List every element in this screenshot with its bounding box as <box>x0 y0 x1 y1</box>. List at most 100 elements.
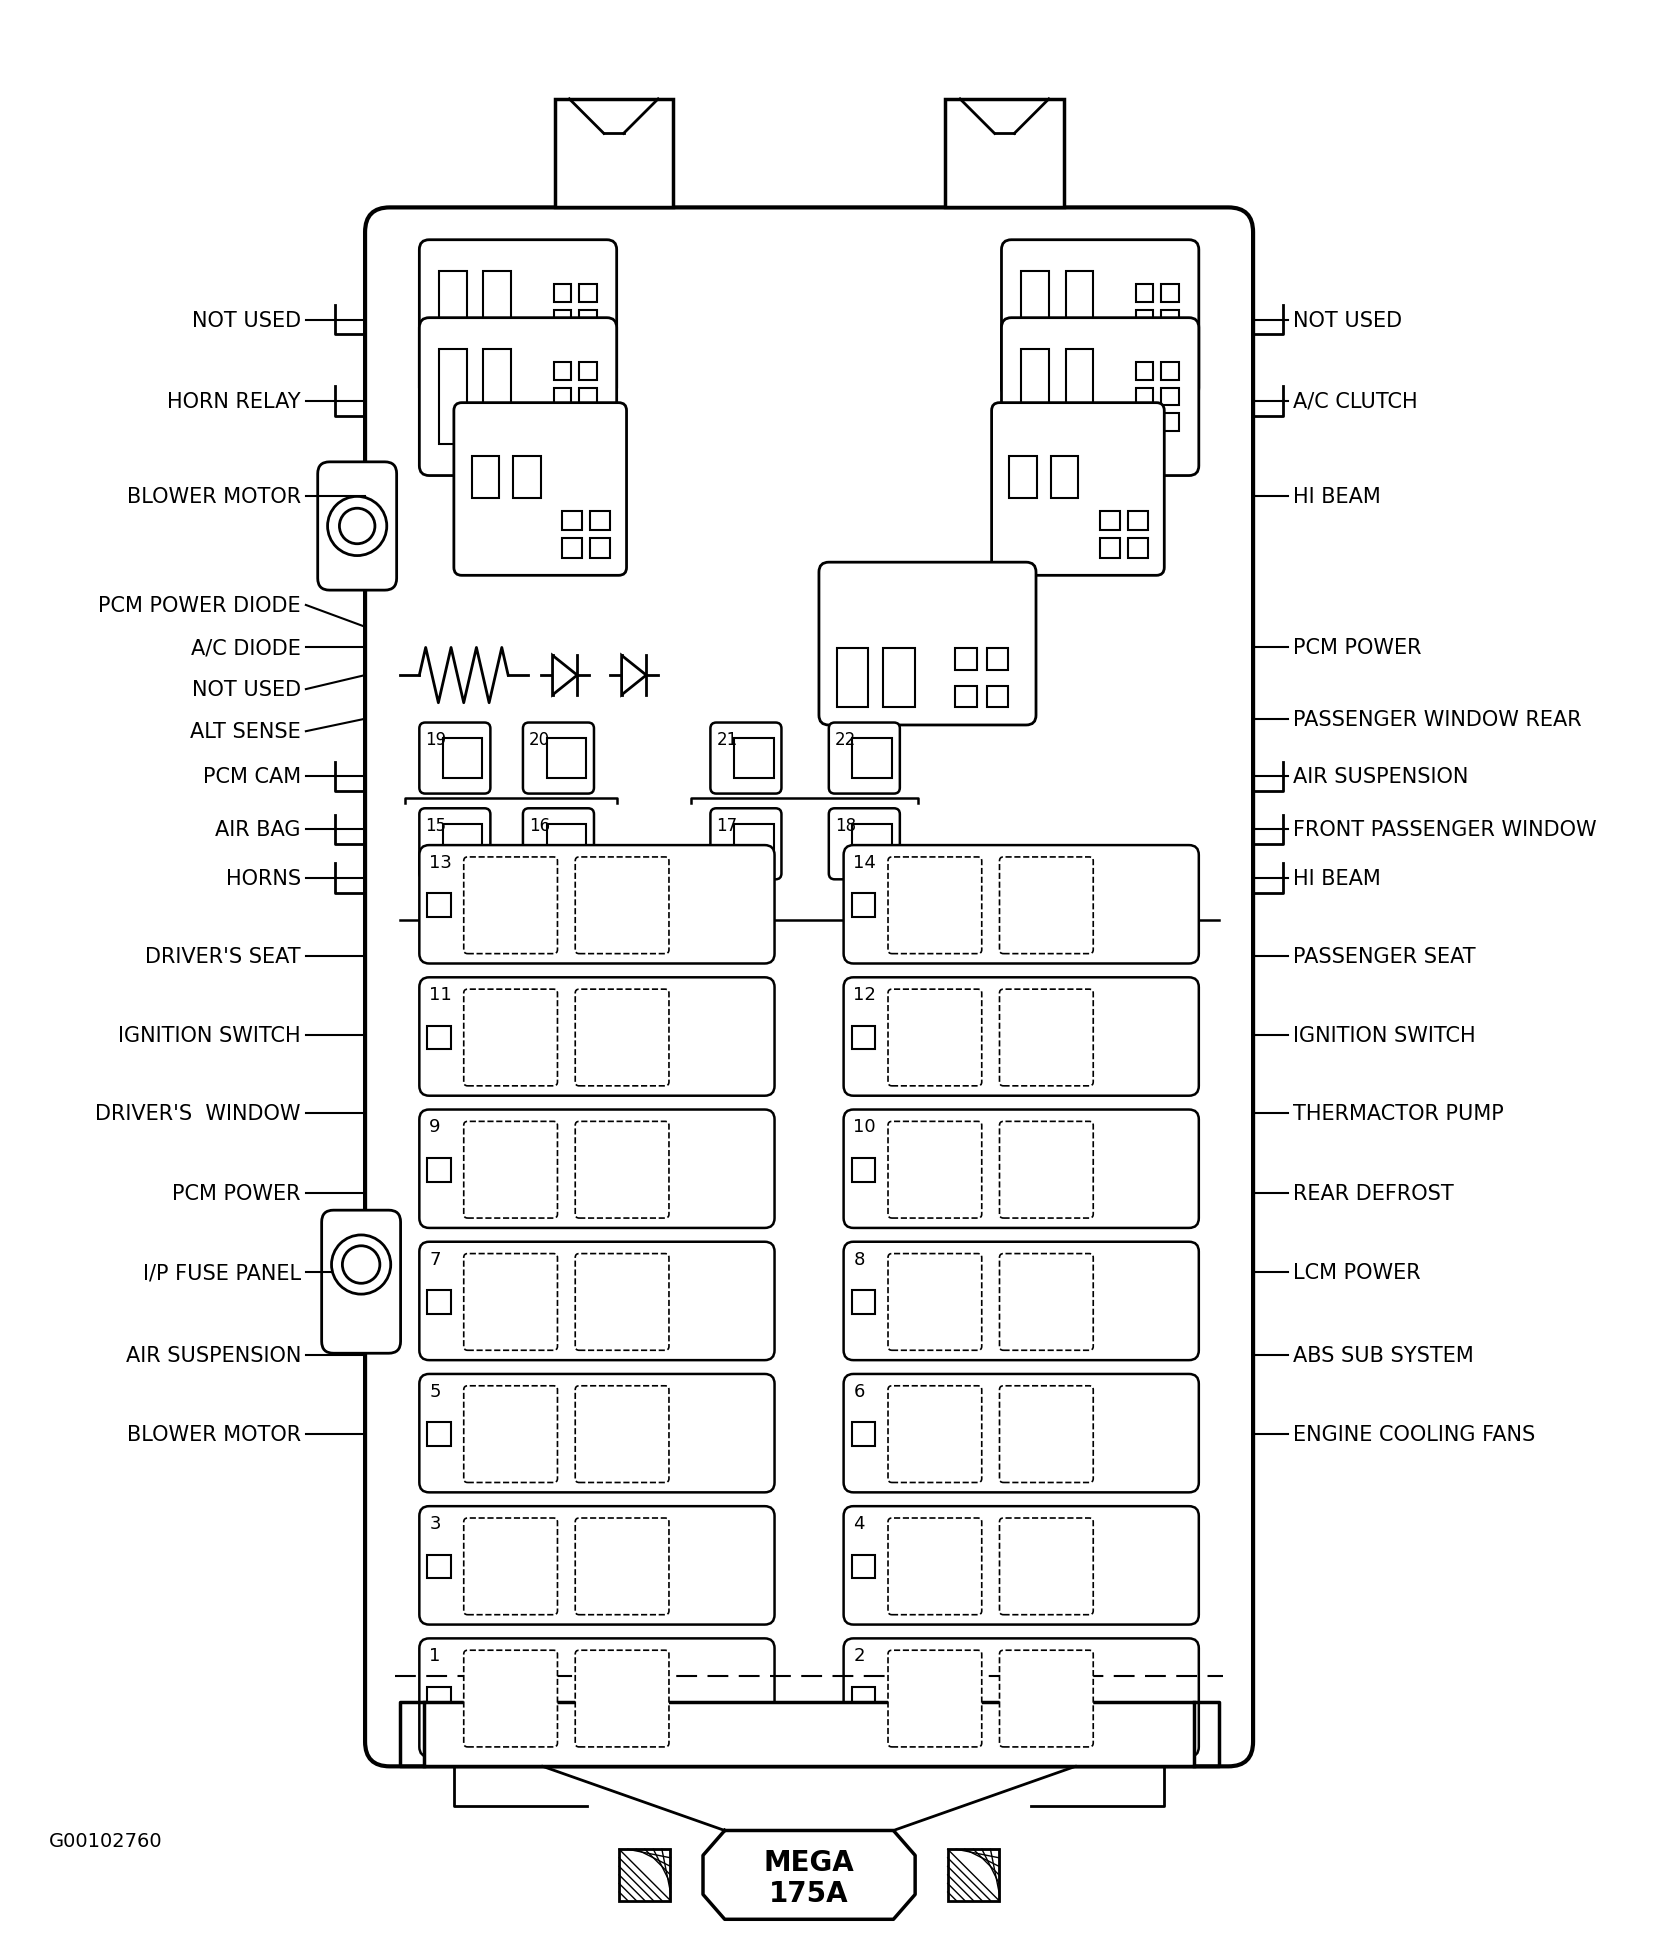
Bar <box>424 1705 1194 1722</box>
Bar <box>579 337 596 354</box>
Text: AIR SUSPENSION: AIR SUSPENSION <box>125 1344 301 1366</box>
FancyBboxPatch shape <box>454 403 626 575</box>
FancyBboxPatch shape <box>1000 990 1094 1086</box>
FancyBboxPatch shape <box>710 724 782 795</box>
Bar <box>1136 415 1154 432</box>
Text: ALT SENSE: ALT SENSE <box>190 722 301 742</box>
Bar <box>1022 272 1049 366</box>
Bar <box>1161 389 1179 407</box>
Bar <box>852 1554 875 1579</box>
FancyBboxPatch shape <box>1000 1650 1094 1748</box>
Bar <box>439 272 466 366</box>
Bar <box>546 824 586 865</box>
Bar <box>1136 337 1154 354</box>
Bar <box>443 824 483 865</box>
FancyBboxPatch shape <box>464 990 558 1086</box>
Text: REAR DEFROST: REAR DEFROST <box>1293 1184 1453 1204</box>
Bar <box>553 337 571 354</box>
Bar <box>852 1025 875 1049</box>
FancyBboxPatch shape <box>1000 1254 1094 1350</box>
Bar <box>428 1554 451 1579</box>
FancyBboxPatch shape <box>843 845 1199 965</box>
Bar <box>428 1423 451 1446</box>
Bar <box>1136 362 1154 382</box>
Bar <box>579 389 596 407</box>
Bar <box>735 740 773 779</box>
Circle shape <box>342 1247 379 1284</box>
Text: NOT USED: NOT USED <box>1293 311 1401 331</box>
Bar <box>1101 538 1121 560</box>
FancyBboxPatch shape <box>574 1650 670 1748</box>
Bar <box>553 311 571 329</box>
FancyBboxPatch shape <box>464 1121 558 1219</box>
Bar <box>553 362 571 382</box>
Text: 18: 18 <box>835 816 855 836</box>
Text: NOT USED: NOT USED <box>192 679 301 701</box>
Text: BLOWER MOTOR: BLOWER MOTOR <box>127 1425 301 1444</box>
Bar <box>428 1159 451 1182</box>
FancyBboxPatch shape <box>464 857 558 955</box>
Bar <box>852 1159 875 1182</box>
FancyBboxPatch shape <box>574 1254 670 1350</box>
FancyBboxPatch shape <box>888 1121 982 1219</box>
Text: PASSENGER SEAT: PASSENGER SEAT <box>1293 947 1475 967</box>
FancyBboxPatch shape <box>843 1374 1199 1493</box>
Bar <box>563 538 583 560</box>
FancyBboxPatch shape <box>828 808 900 881</box>
Text: 10: 10 <box>853 1117 877 1135</box>
FancyBboxPatch shape <box>366 207 1252 1767</box>
Text: BLOWER MOTOR: BLOWER MOTOR <box>127 487 301 507</box>
FancyBboxPatch shape <box>464 1519 558 1615</box>
Bar <box>987 687 1009 708</box>
FancyBboxPatch shape <box>574 990 670 1086</box>
FancyBboxPatch shape <box>1000 1121 1094 1219</box>
FancyBboxPatch shape <box>1002 241 1199 399</box>
FancyBboxPatch shape <box>419 808 491 881</box>
Text: 22: 22 <box>835 732 857 750</box>
FancyBboxPatch shape <box>419 1243 775 1360</box>
Text: 175A: 175A <box>770 1879 848 1906</box>
Text: AIR SUSPENSION: AIR SUSPENSION <box>1293 767 1468 787</box>
Bar <box>1161 311 1179 329</box>
Bar <box>1136 389 1154 407</box>
Circle shape <box>339 509 376 544</box>
Text: 9: 9 <box>429 1117 441 1135</box>
Text: I/P FUSE PANEL: I/P FUSE PANEL <box>144 1262 301 1282</box>
FancyBboxPatch shape <box>574 857 670 955</box>
Text: 21: 21 <box>716 732 738 750</box>
FancyBboxPatch shape <box>843 1507 1199 1624</box>
FancyBboxPatch shape <box>843 978 1199 1096</box>
Text: HORNS: HORNS <box>225 869 301 888</box>
FancyBboxPatch shape <box>888 1386 982 1483</box>
Text: 3: 3 <box>429 1515 441 1532</box>
Bar <box>553 286 571 303</box>
FancyBboxPatch shape <box>843 1110 1199 1229</box>
Circle shape <box>327 497 387 556</box>
Text: DRIVER'S SEAT: DRIVER'S SEAT <box>145 947 301 967</box>
Bar <box>484 272 511 366</box>
Bar <box>579 286 596 303</box>
FancyBboxPatch shape <box>419 1110 775 1229</box>
Bar <box>1136 286 1154 303</box>
Bar <box>553 415 571 432</box>
Bar <box>620 1849 670 1900</box>
FancyBboxPatch shape <box>1002 319 1199 476</box>
Bar <box>563 511 583 530</box>
FancyBboxPatch shape <box>888 1254 982 1350</box>
Text: 15: 15 <box>426 816 446 836</box>
FancyBboxPatch shape <box>419 241 616 399</box>
Bar <box>987 648 1009 671</box>
Text: G00102760: G00102760 <box>50 1832 164 1849</box>
FancyBboxPatch shape <box>419 845 775 965</box>
Bar <box>471 456 499 499</box>
FancyBboxPatch shape <box>828 724 900 795</box>
Polygon shape <box>703 1830 915 1920</box>
Bar <box>735 824 773 865</box>
Bar <box>579 362 596 382</box>
Bar <box>484 350 511 444</box>
Bar <box>852 894 875 918</box>
Text: DRIVER'S  WINDOW: DRIVER'S WINDOW <box>95 1104 301 1123</box>
Text: PCM POWER DIODE: PCM POWER DIODE <box>99 595 301 616</box>
Polygon shape <box>621 656 646 695</box>
Bar <box>1050 456 1079 499</box>
